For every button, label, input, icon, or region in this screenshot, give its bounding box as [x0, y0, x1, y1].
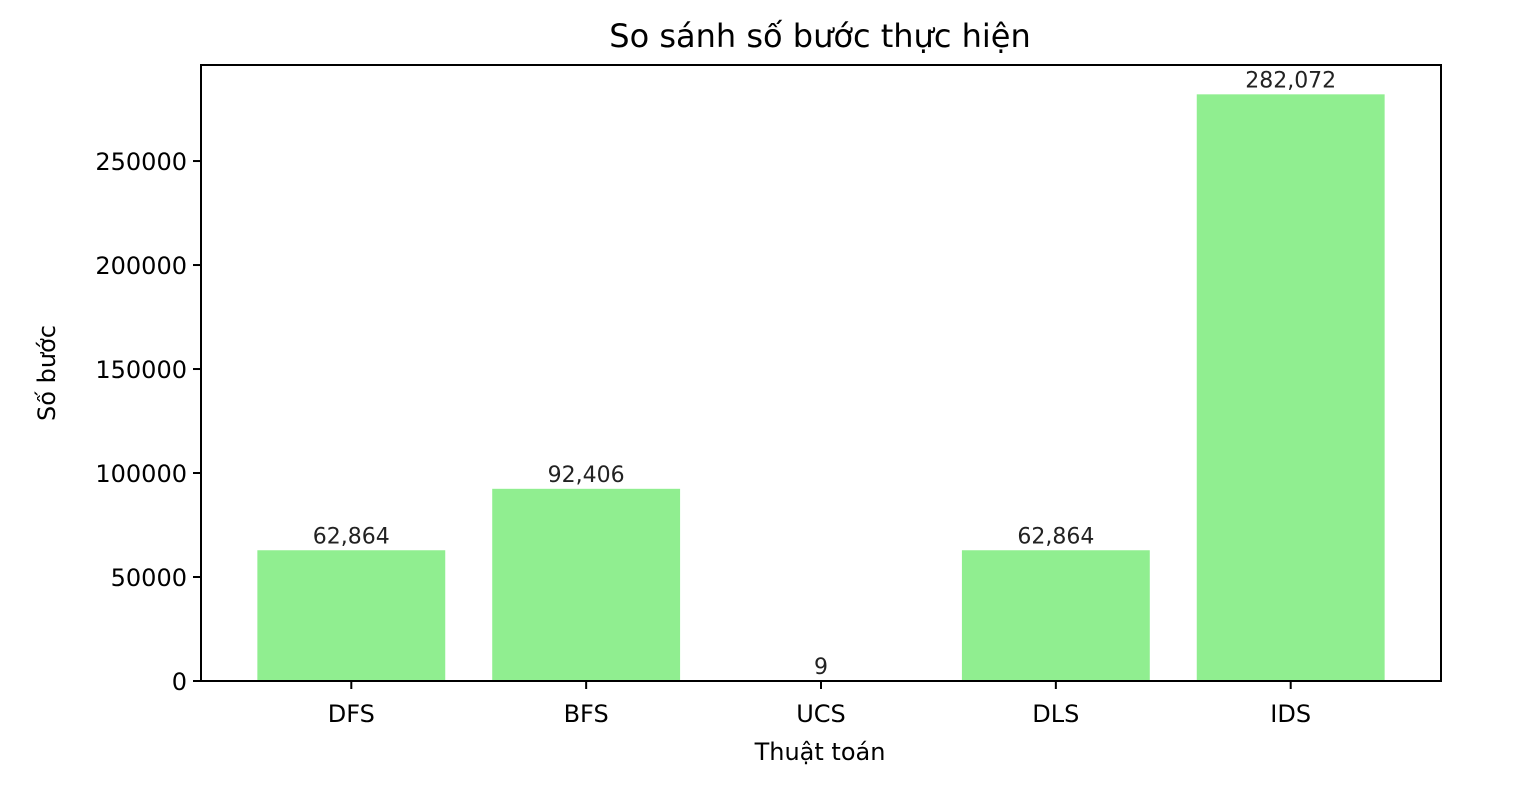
y-tick-label-0: 0: [172, 668, 187, 696]
y-tick-label-200000: 200000: [95, 252, 187, 280]
bar-dls: [961, 550, 1150, 681]
y-tick-label-150000: 150000: [95, 356, 187, 384]
x-tick-label-ucs: UCS: [796, 700, 846, 728]
x-tick-label-ids: IDS: [1270, 700, 1311, 728]
x-tick-label-dls: DLS: [1032, 700, 1079, 728]
bar-bfs: [492, 488, 681, 681]
y-tick-label-50000: 50000: [111, 564, 187, 592]
chart-title: So sánh số bước thực hiện: [609, 17, 1030, 55]
x-tick-label-dfs: DFS: [328, 700, 375, 728]
x-axis-label: Thuật toán: [754, 738, 886, 766]
value-label-bfs: 92,406: [548, 463, 625, 488]
value-label-dfs: 62,864: [313, 524, 390, 549]
y-tick-label-100000: 100000: [95, 460, 187, 488]
x-axis: DFS BFS UCS DLS IDS: [328, 681, 1311, 728]
value-label-ids: 282,072: [1245, 68, 1336, 93]
bars-group: [257, 94, 1385, 682]
bar-ids: [1196, 94, 1385, 682]
x-tick-label-bfs: BFS: [564, 700, 609, 728]
y-tick-label-250000: 250000: [95, 148, 187, 176]
y-axis: 0 50000 100000 150000 200000 250000: [95, 148, 201, 696]
plot-frame: [200, 64, 1442, 682]
value-label-ucs: 9: [814, 655, 828, 680]
value-labels-group: 62,864 92,406 9 62,864 282,072: [313, 68, 1336, 680]
y-axis-label: Số bước: [33, 325, 61, 421]
value-label-dls: 62,864: [1017, 524, 1094, 549]
bar-dfs: [257, 550, 446, 681]
